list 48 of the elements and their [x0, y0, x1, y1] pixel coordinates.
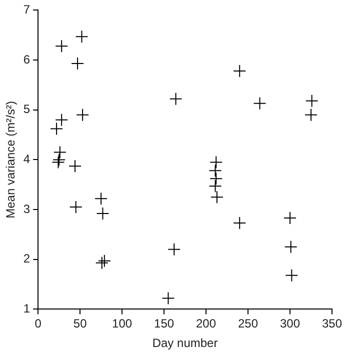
x-axis-title: Day number	[152, 336, 218, 350]
x-tick-label: 350	[322, 316, 342, 331]
point	[162, 292, 175, 305]
point	[95, 256, 108, 270]
y-tick-label: 6	[23, 52, 30, 66]
point	[98, 254, 111, 268]
point	[96, 207, 110, 220]
x-tick-label: 150	[154, 316, 174, 331]
point	[284, 240, 298, 254]
y-tick-label: 4	[23, 152, 30, 166]
x-tick-label: 50	[73, 316, 88, 331]
x-tick-label: 200	[196, 316, 216, 331]
point	[208, 180, 222, 193]
point	[53, 146, 66, 159]
point	[169, 92, 182, 106]
point	[50, 122, 64, 136]
point	[233, 64, 246, 78]
point	[52, 156, 65, 169]
point	[210, 172, 223, 186]
point	[71, 57, 84, 70]
point	[305, 94, 318, 108]
point	[75, 30, 88, 44]
point	[55, 113, 68, 126]
x-tick-label: 0	[34, 316, 42, 331]
y-tick-label: 7	[23, 2, 30, 17]
point	[55, 40, 68, 53]
y-tick-label: 2	[23, 252, 30, 266]
x-tick-label: 100	[112, 316, 132, 331]
point	[68, 160, 82, 173]
point	[76, 108, 90, 122]
point	[233, 216, 246, 230]
y-tick-label: 3	[23, 202, 30, 216]
point	[52, 153, 66, 166]
y-axis-title: Mean variance (m²/s²)	[4, 101, 18, 218]
x-tick-label: 300	[280, 316, 300, 331]
point	[168, 242, 181, 256]
point	[304, 108, 318, 122]
y-tick-label: 5	[23, 102, 30, 116]
point	[253, 96, 266, 110]
point	[285, 268, 298, 282]
y-tick-label: 1	[23, 302, 30, 316]
point	[210, 190, 224, 204]
point	[94, 192, 108, 206]
point	[210, 156, 223, 169]
point	[284, 212, 296, 225]
point	[69, 200, 82, 214]
x-tick-label: 250	[238, 316, 258, 331]
point	[208, 164, 222, 178]
